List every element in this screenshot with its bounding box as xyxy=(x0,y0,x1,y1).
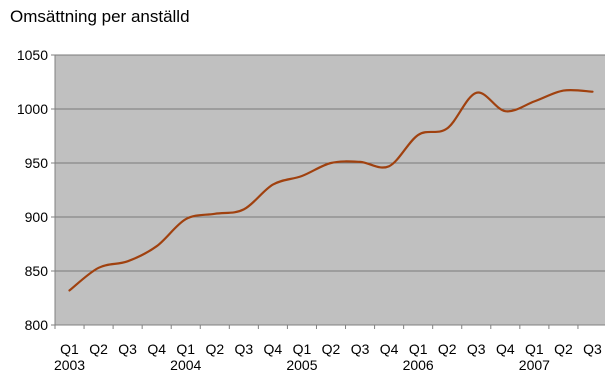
x-tick-label: Q1 xyxy=(293,341,312,357)
x-year-label: 2004 xyxy=(170,357,201,373)
chart-title: Omsättning per anställd xyxy=(10,7,190,26)
x-tick-label: Q1 xyxy=(409,341,428,357)
x-tick-label: Q4 xyxy=(496,341,515,357)
x-tick-label: Q4 xyxy=(147,341,166,357)
x-tick-label: Q1 xyxy=(60,341,79,357)
x-year-label: 2006 xyxy=(403,357,434,373)
x-tick-label: Q3 xyxy=(467,341,486,357)
x-tick-label: Q1 xyxy=(176,341,195,357)
y-tick-label: 1000 xyxy=(17,101,48,117)
y-tick-label: 900 xyxy=(25,209,49,225)
x-tick-label: Q2 xyxy=(205,341,224,357)
x-tick-label: Q4 xyxy=(380,341,399,357)
x-year-label: 2007 xyxy=(519,357,550,373)
x-tick-label: Q2 xyxy=(438,341,457,357)
y-tick-label: 800 xyxy=(25,317,49,333)
x-tick-label: Q4 xyxy=(264,341,283,357)
x-tick-label: Q2 xyxy=(554,341,573,357)
x-year-label: 2003 xyxy=(54,357,85,373)
plot-area xyxy=(55,55,605,325)
x-tick-label: Q3 xyxy=(351,341,370,357)
y-tick-label: 850 xyxy=(25,263,49,279)
y-tick-label: 1050 xyxy=(17,47,48,63)
x-year-label: 2005 xyxy=(286,357,317,373)
x-tick-label: Q3 xyxy=(118,341,137,357)
y-tick-label: 950 xyxy=(25,155,49,171)
x-tick-label: Q3 xyxy=(234,341,253,357)
x-tick-label: Q2 xyxy=(322,341,341,357)
x-tick-label: Q3 xyxy=(583,341,602,357)
x-tick-label: Q1 xyxy=(525,341,544,357)
x-tick-label: Q2 xyxy=(89,341,108,357)
